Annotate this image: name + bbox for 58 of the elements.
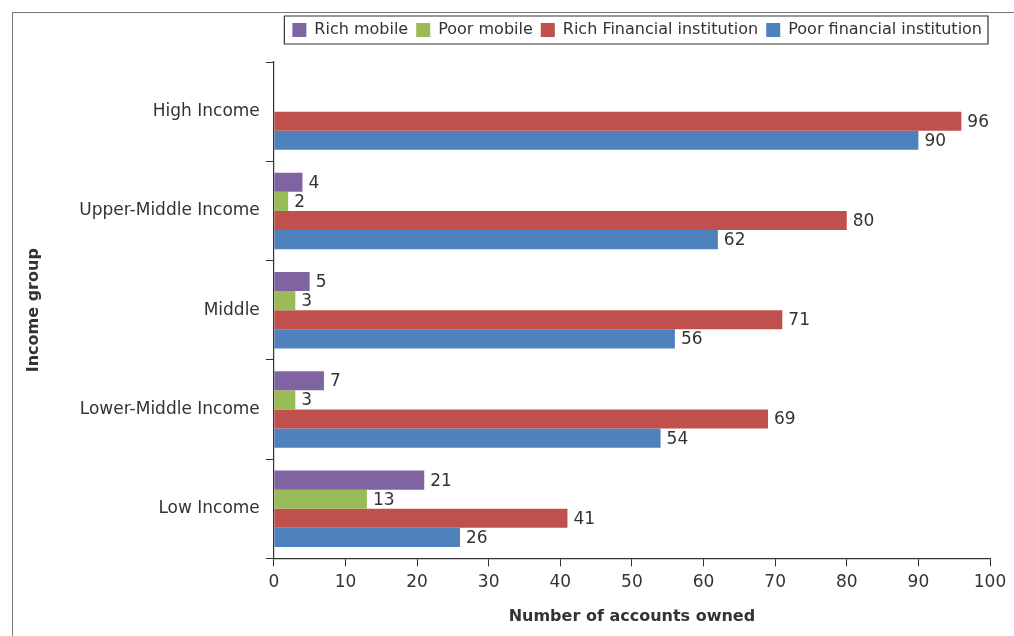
data-label: 54 xyxy=(666,427,689,448)
y-tick-label: Lower-Middle Income xyxy=(79,397,260,418)
data-label: 56 xyxy=(680,328,703,349)
y-tick-label: Low Income xyxy=(158,497,260,518)
data-label: 13 xyxy=(372,488,395,509)
y-axis-title: Income group xyxy=(22,248,42,373)
y-tick-label: Middle xyxy=(203,298,260,319)
bar xyxy=(274,191,289,211)
data-label: 80 xyxy=(852,209,875,230)
data-label: 3 xyxy=(301,389,313,410)
data-label: 3 xyxy=(301,290,313,311)
x-tick-label: 90 xyxy=(907,571,930,592)
data-label: 62 xyxy=(723,229,746,250)
bar xyxy=(274,527,461,547)
bar xyxy=(274,371,324,391)
x-tick-label: 30 xyxy=(477,571,500,592)
data-label: 71 xyxy=(788,309,810,330)
x-axis-title: Number of accounts owned xyxy=(508,605,756,625)
y-tick-label: Upper-Middle Income xyxy=(79,199,260,220)
x-tick-label: 20 xyxy=(406,571,428,592)
y-tick-label: High Income xyxy=(152,100,260,121)
bar xyxy=(274,409,768,429)
data-label: 4 xyxy=(308,171,320,192)
bar xyxy=(274,508,568,528)
bar xyxy=(274,291,296,311)
x-tick-label: 60 xyxy=(692,571,715,592)
legend-label: Poor financial institution xyxy=(788,19,982,39)
bar xyxy=(274,130,919,150)
bar xyxy=(274,271,310,292)
data-label: 26 xyxy=(466,526,488,547)
bar xyxy=(274,329,675,349)
bar xyxy=(274,172,303,192)
legend-label: Rich mobile xyxy=(314,19,409,39)
x-tick-label: 80 xyxy=(835,571,858,592)
data-label: 5 xyxy=(315,270,327,291)
data-label: 90 xyxy=(924,129,947,150)
data-label: 96 xyxy=(967,110,989,131)
bar xyxy=(274,428,661,448)
x-tick-label: 50 xyxy=(621,571,643,592)
data-label: 2 xyxy=(294,190,305,211)
x-tick-label: 0 xyxy=(268,571,280,592)
x-tick-label: 70 xyxy=(764,571,786,592)
bar xyxy=(274,390,296,410)
legend-label: Rich Financial institution xyxy=(562,19,759,39)
data-label: 21 xyxy=(430,469,452,490)
bar xyxy=(274,230,718,250)
bar xyxy=(274,470,425,490)
bar xyxy=(274,489,367,509)
bar xyxy=(274,210,847,231)
x-tick-label: 100 xyxy=(973,571,1007,592)
bar xyxy=(274,310,783,330)
x-tick-label: 40 xyxy=(549,571,572,592)
bar xyxy=(274,111,962,131)
x-tick-label: 10 xyxy=(334,571,357,592)
data-label: 41 xyxy=(573,507,596,528)
data-label: 69 xyxy=(773,408,796,429)
legend-label: Poor mobile xyxy=(438,19,533,39)
data-label: 7 xyxy=(329,370,341,391)
